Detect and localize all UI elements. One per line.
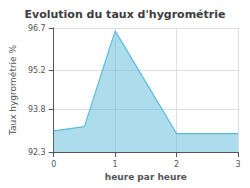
svg-text:Taux hygrométrie %: Taux hygrométrie %	[8, 44, 18, 136]
svg-text:95.2: 95.2	[28, 66, 46, 75]
svg-text:96.7: 96.7	[28, 24, 46, 33]
svg-text:Evolution du taux d'hygrométri: Evolution du taux d'hygrométrie	[25, 8, 226, 21]
svg-text:93.8: 93.8	[28, 105, 46, 114]
svg-text:2: 2	[174, 160, 179, 169]
svg-text:heure par heure: heure par heure	[105, 172, 187, 182]
svg-text:1: 1	[113, 160, 118, 169]
svg-text:92.3: 92.3	[28, 148, 46, 157]
svg-text:0: 0	[51, 160, 56, 169]
svg-text:3: 3	[235, 160, 240, 169]
